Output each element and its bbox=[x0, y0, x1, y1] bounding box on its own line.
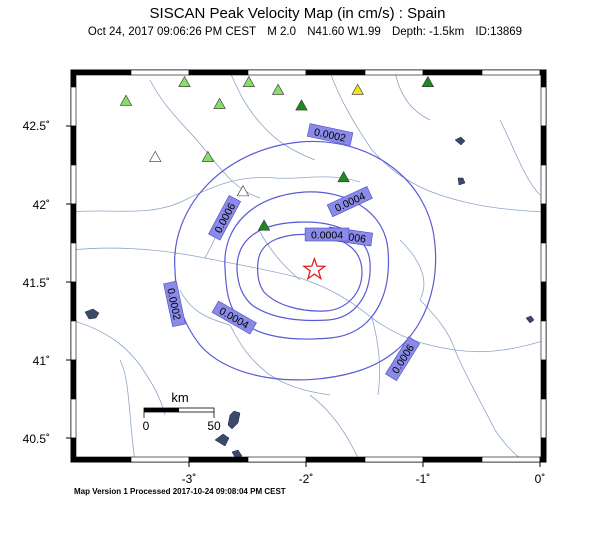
map-body: 0.00020.00040.00060.00060.00040.00020.00… bbox=[71, 70, 546, 462]
lakes bbox=[84, 136, 535, 460]
station-triangle-icon bbox=[257, 219, 271, 231]
river bbox=[399, 239, 425, 301]
event-depth: Depth: -1.5km bbox=[391, 26, 465, 38]
lon-label: -2˚ bbox=[299, 472, 314, 486]
lat-label: 42.5˚ bbox=[23, 119, 50, 133]
scale-bar-fill bbox=[144, 408, 179, 412]
event-magnitude: M 2.0 bbox=[267, 26, 297, 38]
station-triangle-icon bbox=[295, 99, 308, 111]
scale-bar-end: 50 bbox=[207, 419, 221, 433]
scale-bar-start: 0 bbox=[143, 419, 150, 433]
contour-0.0006-inner bbox=[257, 233, 363, 312]
star-icon bbox=[302, 256, 327, 281]
lat-label: 41.5˚ bbox=[23, 276, 50, 290]
station-triangle-icon bbox=[149, 150, 162, 162]
axis-labels: 42.5˚ 42˚ 41.5˚ 41˚ 40.5˚ -3˚ -2˚ -1˚ 0˚ bbox=[23, 119, 546, 486]
river bbox=[499, 119, 541, 196]
river bbox=[149, 79, 261, 199]
river bbox=[119, 359, 136, 462]
stations bbox=[119, 75, 435, 231]
river-ebro bbox=[71, 247, 546, 353]
river bbox=[179, 289, 231, 326]
station-triangle-icon bbox=[242, 75, 256, 87]
lat-label: 40.5˚ bbox=[23, 432, 50, 446]
lake bbox=[227, 410, 241, 430]
river bbox=[229, 71, 316, 161]
contour-label: 0.0004 bbox=[304, 227, 350, 242]
station-triangle-icon bbox=[213, 97, 226, 109]
station-triangle-icon bbox=[236, 185, 250, 197]
river bbox=[454, 349, 526, 462]
contour-0.0006-outer bbox=[236, 221, 371, 322]
event-datetime: Oct 24, 2017 09:06:26 PM CEST bbox=[87, 26, 257, 38]
station-triangle-icon bbox=[421, 75, 435, 87]
lake bbox=[214, 433, 230, 447]
svg-text:0.0004: 0.0004 bbox=[311, 230, 343, 242]
lake bbox=[454, 136, 466, 146]
river bbox=[371, 317, 380, 396]
map-title: SISCAN Peak Velocity Map (in cm/s) : Spa… bbox=[149, 5, 446, 22]
lat-label: 42˚ bbox=[33, 198, 50, 212]
scale-bar-unit: km bbox=[171, 390, 188, 405]
river bbox=[71, 176, 361, 213]
station-triangle-icon bbox=[351, 83, 364, 95]
river bbox=[309, 394, 361, 462]
scale-bar: km 0 50 bbox=[143, 390, 221, 433]
river bbox=[394, 71, 431, 121]
lake bbox=[84, 308, 100, 320]
station-triangle-icon bbox=[271, 83, 285, 95]
river bbox=[229, 324, 331, 396]
frame-ticks bbox=[66, 69, 547, 467]
contour-0.0002 bbox=[174, 140, 437, 381]
lon-label: -3˚ bbox=[182, 472, 197, 486]
lat-label: 41˚ bbox=[33, 354, 50, 368]
event-id: ID:13869 bbox=[475, 26, 523, 38]
event-location: N41.60 W1.99 bbox=[307, 26, 381, 38]
lon-label: -1˚ bbox=[416, 472, 431, 486]
river bbox=[71, 319, 166, 416]
map-subtitle: Oct 24, 2017 09:06:26 PM CEST M 2.0 N41.… bbox=[0, 26, 595, 38]
station-triangle-icon bbox=[337, 171, 350, 183]
lake bbox=[525, 315, 535, 324]
lake bbox=[457, 177, 466, 186]
lon-label: 0˚ bbox=[535, 472, 546, 486]
station-triangle-icon bbox=[178, 75, 191, 87]
river bbox=[259, 231, 301, 281]
station-triangle-icon bbox=[201, 150, 215, 162]
station-triangle-icon bbox=[119, 94, 133, 106]
river bbox=[419, 299, 456, 351]
map-footer: Map Version 1 Processed 2017-10-24 09:08… bbox=[74, 487, 286, 496]
epicenter bbox=[302, 256, 327, 281]
